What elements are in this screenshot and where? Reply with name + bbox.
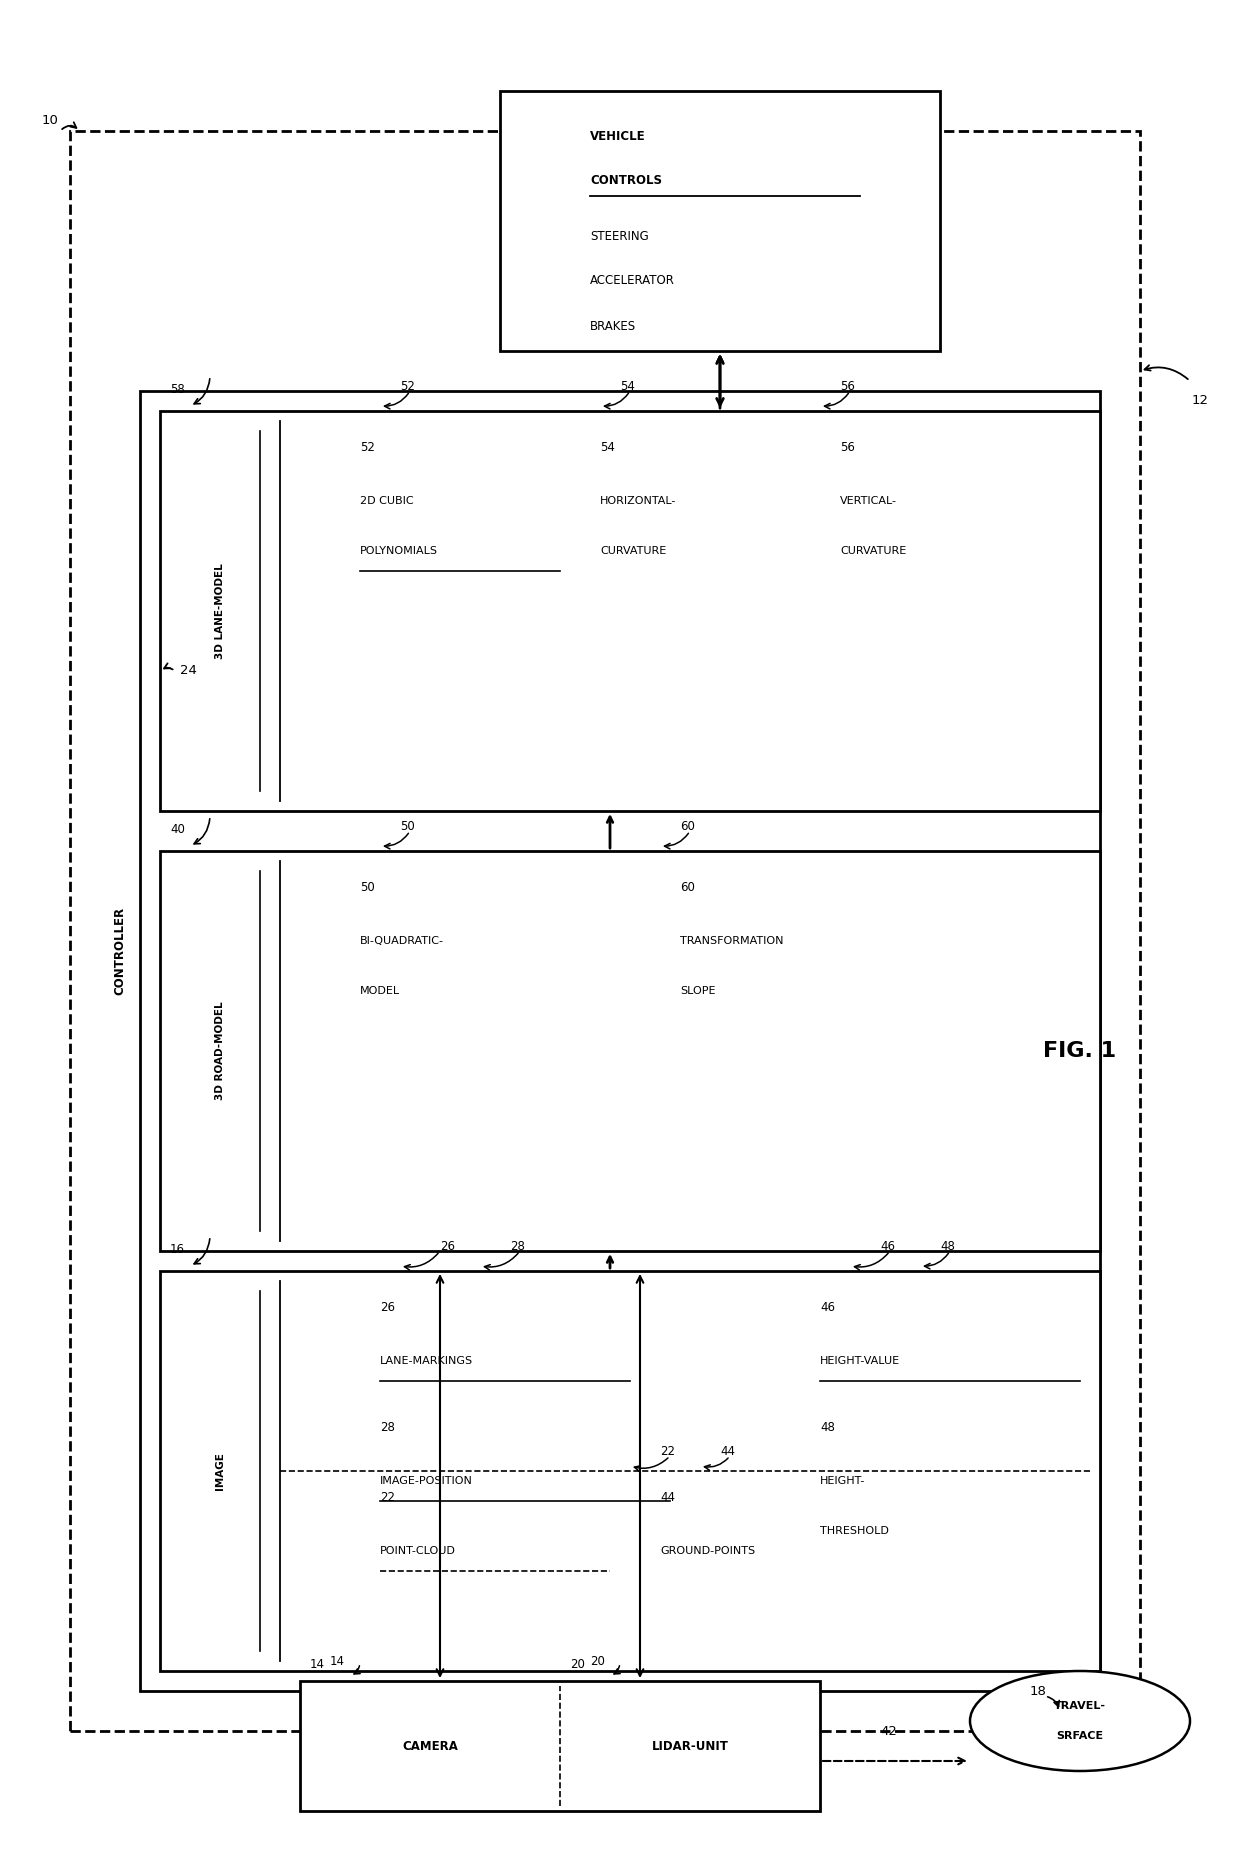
Text: 20: 20 bbox=[590, 1655, 605, 1668]
Text: 42: 42 bbox=[880, 1725, 897, 1738]
Text: CONTROLS: CONTROLS bbox=[590, 174, 662, 187]
Text: LIDAR-UNIT: LIDAR-UNIT bbox=[651, 1740, 728, 1753]
Text: 26: 26 bbox=[379, 1301, 396, 1314]
Text: LANE-MARKINGS: LANE-MARKINGS bbox=[379, 1357, 474, 1366]
Bar bbox=[140, 391, 1100, 1692]
Text: 2D CUBIC: 2D CUBIC bbox=[360, 496, 414, 505]
Bar bbox=[500, 91, 940, 352]
Text: 18: 18 bbox=[1030, 1684, 1047, 1697]
Bar bbox=[69, 131, 1140, 1731]
Text: 22: 22 bbox=[660, 1444, 675, 1457]
Text: 12: 12 bbox=[1192, 394, 1209, 407]
Text: 20: 20 bbox=[570, 1658, 585, 1671]
Text: 60: 60 bbox=[680, 881, 694, 894]
Text: 46: 46 bbox=[820, 1301, 835, 1314]
Text: BI-QUADRATIC-: BI-QUADRATIC- bbox=[360, 937, 444, 946]
Text: 52: 52 bbox=[401, 379, 415, 392]
Text: POINT-CLOUD: POINT-CLOUD bbox=[379, 1546, 456, 1557]
Bar bbox=[300, 1681, 820, 1810]
Text: 44: 44 bbox=[720, 1444, 735, 1457]
Text: STEERING: STEERING bbox=[590, 230, 649, 242]
Text: ACCELERATOR: ACCELERATOR bbox=[590, 274, 675, 287]
Text: 56: 56 bbox=[839, 441, 854, 453]
Bar bbox=[160, 411, 1100, 811]
Text: HEIGHT-VALUE: HEIGHT-VALUE bbox=[820, 1357, 900, 1366]
Text: CONTROLLER: CONTROLLER bbox=[114, 907, 126, 996]
Text: 48: 48 bbox=[820, 1422, 835, 1435]
Text: 26: 26 bbox=[440, 1240, 455, 1253]
Text: SLOPE: SLOPE bbox=[680, 987, 715, 996]
Text: SRFACE: SRFACE bbox=[1056, 1731, 1104, 1742]
Text: 14: 14 bbox=[310, 1658, 325, 1671]
Text: HORIZONTAL-: HORIZONTAL- bbox=[600, 496, 676, 505]
Text: FIG. 1: FIG. 1 bbox=[1043, 1040, 1116, 1061]
Text: CURVATURE: CURVATURE bbox=[839, 546, 906, 555]
Text: 44: 44 bbox=[660, 1492, 675, 1505]
Text: CURVATURE: CURVATURE bbox=[600, 546, 666, 555]
Text: THRESHOLD: THRESHOLD bbox=[820, 1525, 889, 1536]
Text: 16: 16 bbox=[170, 1244, 185, 1257]
Text: 14: 14 bbox=[330, 1655, 345, 1668]
Bar bbox=[160, 1272, 1100, 1671]
Text: 22: 22 bbox=[379, 1492, 396, 1505]
Ellipse shape bbox=[970, 1671, 1190, 1771]
Text: IMAGE-POSITION: IMAGE-POSITION bbox=[379, 1475, 472, 1486]
Text: 52: 52 bbox=[360, 441, 374, 453]
Text: 58: 58 bbox=[170, 383, 185, 396]
Bar bbox=[160, 851, 1100, 1251]
Text: TRANSFORMATION: TRANSFORMATION bbox=[680, 937, 784, 946]
Text: 46: 46 bbox=[880, 1240, 895, 1253]
Text: 3D ROAD-MODEL: 3D ROAD-MODEL bbox=[215, 1001, 224, 1099]
Text: 28: 28 bbox=[510, 1240, 525, 1253]
Text: 50: 50 bbox=[401, 820, 414, 833]
Text: 24: 24 bbox=[180, 665, 197, 677]
Text: 10: 10 bbox=[42, 115, 58, 128]
Text: IMAGE: IMAGE bbox=[215, 1451, 224, 1490]
Text: 48: 48 bbox=[940, 1240, 955, 1253]
Text: CAMERA: CAMERA bbox=[402, 1740, 458, 1753]
Text: 60: 60 bbox=[680, 820, 694, 833]
Text: VERTICAL-: VERTICAL- bbox=[839, 496, 897, 505]
Text: MODEL: MODEL bbox=[360, 987, 401, 996]
Text: 50: 50 bbox=[360, 881, 374, 894]
Text: 56: 56 bbox=[839, 379, 854, 392]
Text: 54: 54 bbox=[620, 379, 635, 392]
Text: POLYNOMIALS: POLYNOMIALS bbox=[360, 546, 438, 555]
Text: 28: 28 bbox=[379, 1422, 394, 1435]
Text: 3D LANE-MODEL: 3D LANE-MODEL bbox=[215, 563, 224, 659]
Text: TRAVEL-: TRAVEL- bbox=[1054, 1701, 1106, 1710]
Text: 54: 54 bbox=[600, 441, 615, 453]
Text: 40: 40 bbox=[170, 824, 185, 837]
Text: BRAKES: BRAKES bbox=[590, 320, 636, 333]
Text: VEHICLE: VEHICLE bbox=[590, 130, 646, 143]
Text: GROUND-POINTS: GROUND-POINTS bbox=[660, 1546, 755, 1557]
Text: HEIGHT-: HEIGHT- bbox=[820, 1475, 866, 1486]
